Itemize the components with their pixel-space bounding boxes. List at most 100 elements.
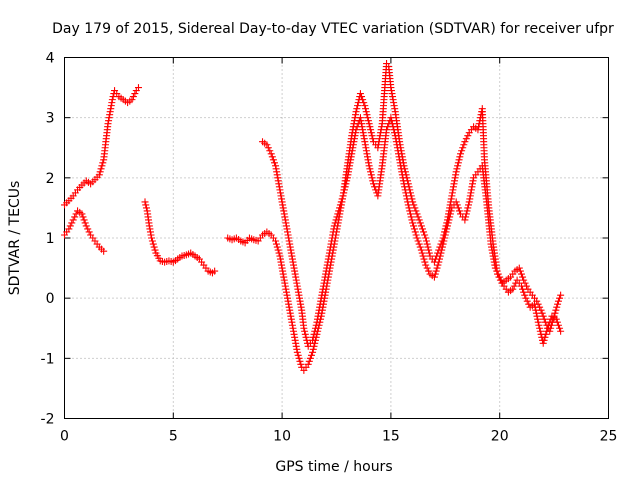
data-point [457, 150, 465, 158]
data-point-fill [131, 90, 139, 98]
data-point-fill [494, 270, 502, 278]
data-point [422, 261, 430, 269]
data-point-fill [408, 216, 416, 224]
data-point-fill [151, 246, 159, 254]
data-point [300, 324, 308, 332]
data-point-fill [142, 201, 150, 209]
data-point-fill [412, 207, 420, 215]
data-point-fill [340, 189, 348, 197]
data-point-fill [360, 99, 368, 107]
x-tick-label: 5 [169, 429, 178, 445]
y-tick-label: 4 [46, 51, 55, 67]
data-point-fill [274, 246, 282, 254]
data-point-fill [455, 156, 463, 164]
data-point-fill [423, 264, 431, 272]
data-point [65, 225, 73, 233]
x-tick-label: 15 [382, 429, 400, 445]
data-point-fill [437, 249, 445, 257]
data-point-fill [442, 228, 450, 236]
data-point-fill [435, 255, 443, 263]
data-point [554, 297, 562, 305]
data-point-fill [460, 141, 468, 149]
data-point [95, 171, 103, 179]
data-point-fill [520, 288, 528, 296]
data-point-fill [545, 321, 553, 329]
data-point-fill [332, 216, 340, 224]
data-point-fill [391, 129, 399, 137]
x-tick-label: 10 [273, 429, 291, 445]
data-point-fill [462, 213, 470, 221]
data-point-fill [390, 126, 398, 134]
data-point-fill [333, 213, 341, 221]
data-point [409, 219, 417, 227]
y-tick-label: -1 [41, 351, 55, 367]
data-point-fill [453, 201, 461, 209]
data-point-fill [337, 198, 345, 206]
data-point-fill [510, 282, 518, 290]
data-point-fill [388, 117, 396, 125]
data-point-fill [66, 222, 74, 230]
data-point-fill [407, 213, 415, 221]
data-point-fill [97, 165, 105, 173]
data-point-fill [556, 294, 564, 302]
data-point [134, 84, 142, 92]
data-point-fill [414, 213, 422, 221]
data-point-fill [445, 216, 453, 224]
data-point-fill [539, 312, 547, 320]
data-point-fill [68, 219, 76, 227]
data-point [108, 96, 116, 104]
data-point-fill [554, 300, 562, 308]
data-point-fill [406, 210, 414, 218]
data-point [82, 222, 90, 230]
data-point-fill [334, 210, 342, 218]
data-point-fill [340, 186, 348, 194]
data-point-fill [521, 291, 529, 299]
data-point-fill [543, 327, 551, 335]
data-point [330, 222, 338, 230]
data-point-fill [414, 237, 422, 245]
data-point-fill [363, 111, 371, 119]
data-point-fill [331, 219, 339, 227]
data-point-fill [342, 180, 350, 188]
data-point-fill [421, 258, 429, 266]
data-point-fill [364, 117, 372, 125]
data-point-fill [343, 177, 351, 185]
data-point-fill [275, 249, 283, 257]
data-point [339, 192, 347, 200]
data-point-fill [425, 246, 433, 254]
data-point [557, 327, 565, 335]
data-point-fill [311, 327, 319, 335]
data-point-fill [419, 252, 427, 260]
data-point [335, 207, 343, 215]
data-point-fill [412, 231, 420, 239]
data-point-fill [366, 165, 374, 173]
data-point-fill [465, 201, 473, 209]
data-point-fill [540, 336, 548, 344]
data-point [400, 180, 408, 188]
data-point [356, 90, 364, 98]
data-point-fill [270, 159, 278, 167]
data-point [365, 120, 373, 128]
data-point-fill [421, 231, 429, 239]
data-point-fill [438, 243, 446, 251]
data-point-fill [532, 309, 540, 317]
data-point-fill [425, 249, 433, 257]
data-point-fill [556, 324, 564, 332]
data-point [552, 315, 560, 323]
data-point [535, 321, 543, 329]
data-point-fill [369, 135, 377, 143]
data-point-fill [404, 198, 412, 206]
data-point-fill [295, 354, 303, 362]
data-point-fill [433, 264, 441, 272]
data-point-fill [358, 93, 366, 101]
data-point [539, 339, 547, 347]
data-point [383, 126, 391, 134]
data-point-fill [444, 219, 452, 227]
data-point [491, 264, 499, 272]
data-point-fill [406, 207, 414, 215]
data-point [413, 234, 421, 242]
x-tick-label: 20 [491, 429, 509, 445]
data-point-fill [454, 204, 462, 212]
data-point-fill [517, 270, 525, 278]
data-point-fill [297, 360, 305, 368]
